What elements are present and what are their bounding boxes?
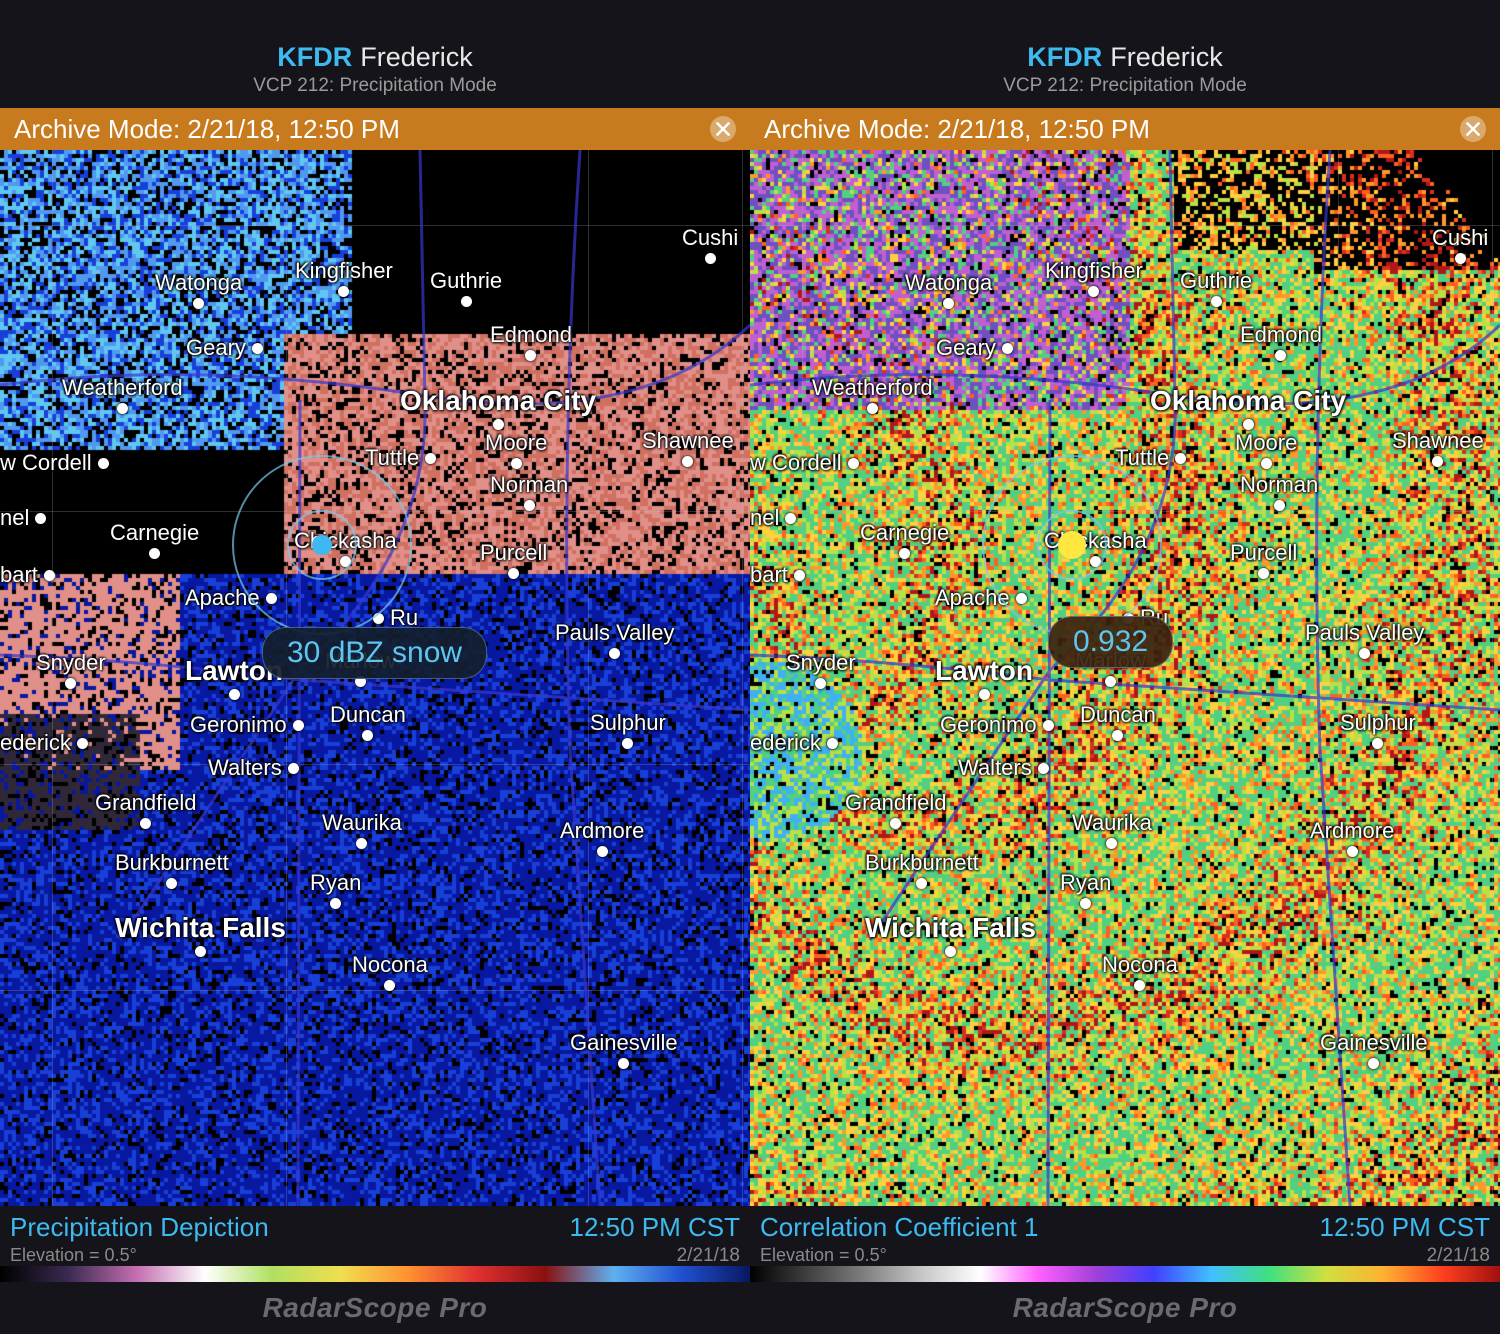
- elevation-label: Elevation = 0.5°: [10, 1245, 269, 1266]
- radar-data-layer: [750, 150, 1500, 1206]
- station-title: KFDR Frederick: [1027, 42, 1223, 73]
- color-scale-legend: [750, 1266, 1500, 1282]
- close-icon: [716, 122, 730, 136]
- vcp-mode: VCP 212: Precipitation Mode: [253, 75, 497, 97]
- radar-map[interactable]: WatongaKingfisherGuthrieCushiGearyEdmond…: [0, 150, 750, 1206]
- product-name: Precipitation Depiction: [10, 1212, 269, 1243]
- archive-label: Archive Mode: 2/21/18, 12:50 PM: [764, 114, 1150, 145]
- radar-panel-left: KFDR Frederick VCP 212: Precipitation Mode…: [0, 0, 750, 1334]
- radar-panel-right: KFDR Frederick VCP 212: Precipitation Mode…: [750, 0, 1500, 1334]
- station-title: KFDR Frederick: [277, 42, 473, 73]
- station-code: KFDR: [1027, 42, 1102, 72]
- archive-mode-bar: Archive Mode: 2/21/18, 12:50 PM: [0, 108, 750, 150]
- archive-label: Archive Mode: 2/21/18, 12:50 PM: [14, 114, 400, 145]
- panel-footer: Precipitation DepictionElevation = 0.5° 1…: [0, 1206, 750, 1334]
- vcp-mode: VCP 212: Precipitation Mode: [1003, 75, 1247, 97]
- scan-date: 2/21/18: [569, 1245, 740, 1267]
- data-value-readout: 0.932: [1048, 616, 1173, 668]
- elevation-label: Elevation = 0.5°: [760, 1245, 1038, 1266]
- close-archive-button[interactable]: [1460, 116, 1486, 142]
- station-name: Frederick: [1110, 42, 1223, 72]
- product-name: Correlation Coefficient 1: [760, 1212, 1038, 1243]
- data-value-readout: 30 dBZ snow: [262, 627, 487, 679]
- panel-header: KFDR Frederick VCP 212: Precipitation Mode: [0, 0, 750, 108]
- scan-time: 12:50 PM CST: [1319, 1212, 1490, 1243]
- station-name: Frederick: [360, 42, 473, 72]
- scan-date: 2/21/18: [1319, 1245, 1490, 1267]
- brand-label: RadarScope Pro: [750, 1282, 1500, 1334]
- color-scale-legend: [0, 1266, 750, 1282]
- close-archive-button[interactable]: [710, 116, 736, 142]
- station-code: KFDR: [277, 42, 352, 72]
- brand-label: RadarScope Pro: [0, 1282, 750, 1334]
- panel-header: KFDR Frederick VCP 212: Precipitation Mode: [750, 0, 1500, 108]
- radar-map[interactable]: WatongaKingfisherGuthrieCushiGearyEdmond…: [750, 150, 1500, 1206]
- archive-mode-bar: Archive Mode: 2/21/18, 12:50 PM: [750, 108, 1500, 150]
- panel-footer: Correlation Coefficient 1Elevation = 0.5…: [750, 1206, 1500, 1334]
- close-icon: [1466, 122, 1480, 136]
- scan-time: 12:50 PM CST: [569, 1212, 740, 1243]
